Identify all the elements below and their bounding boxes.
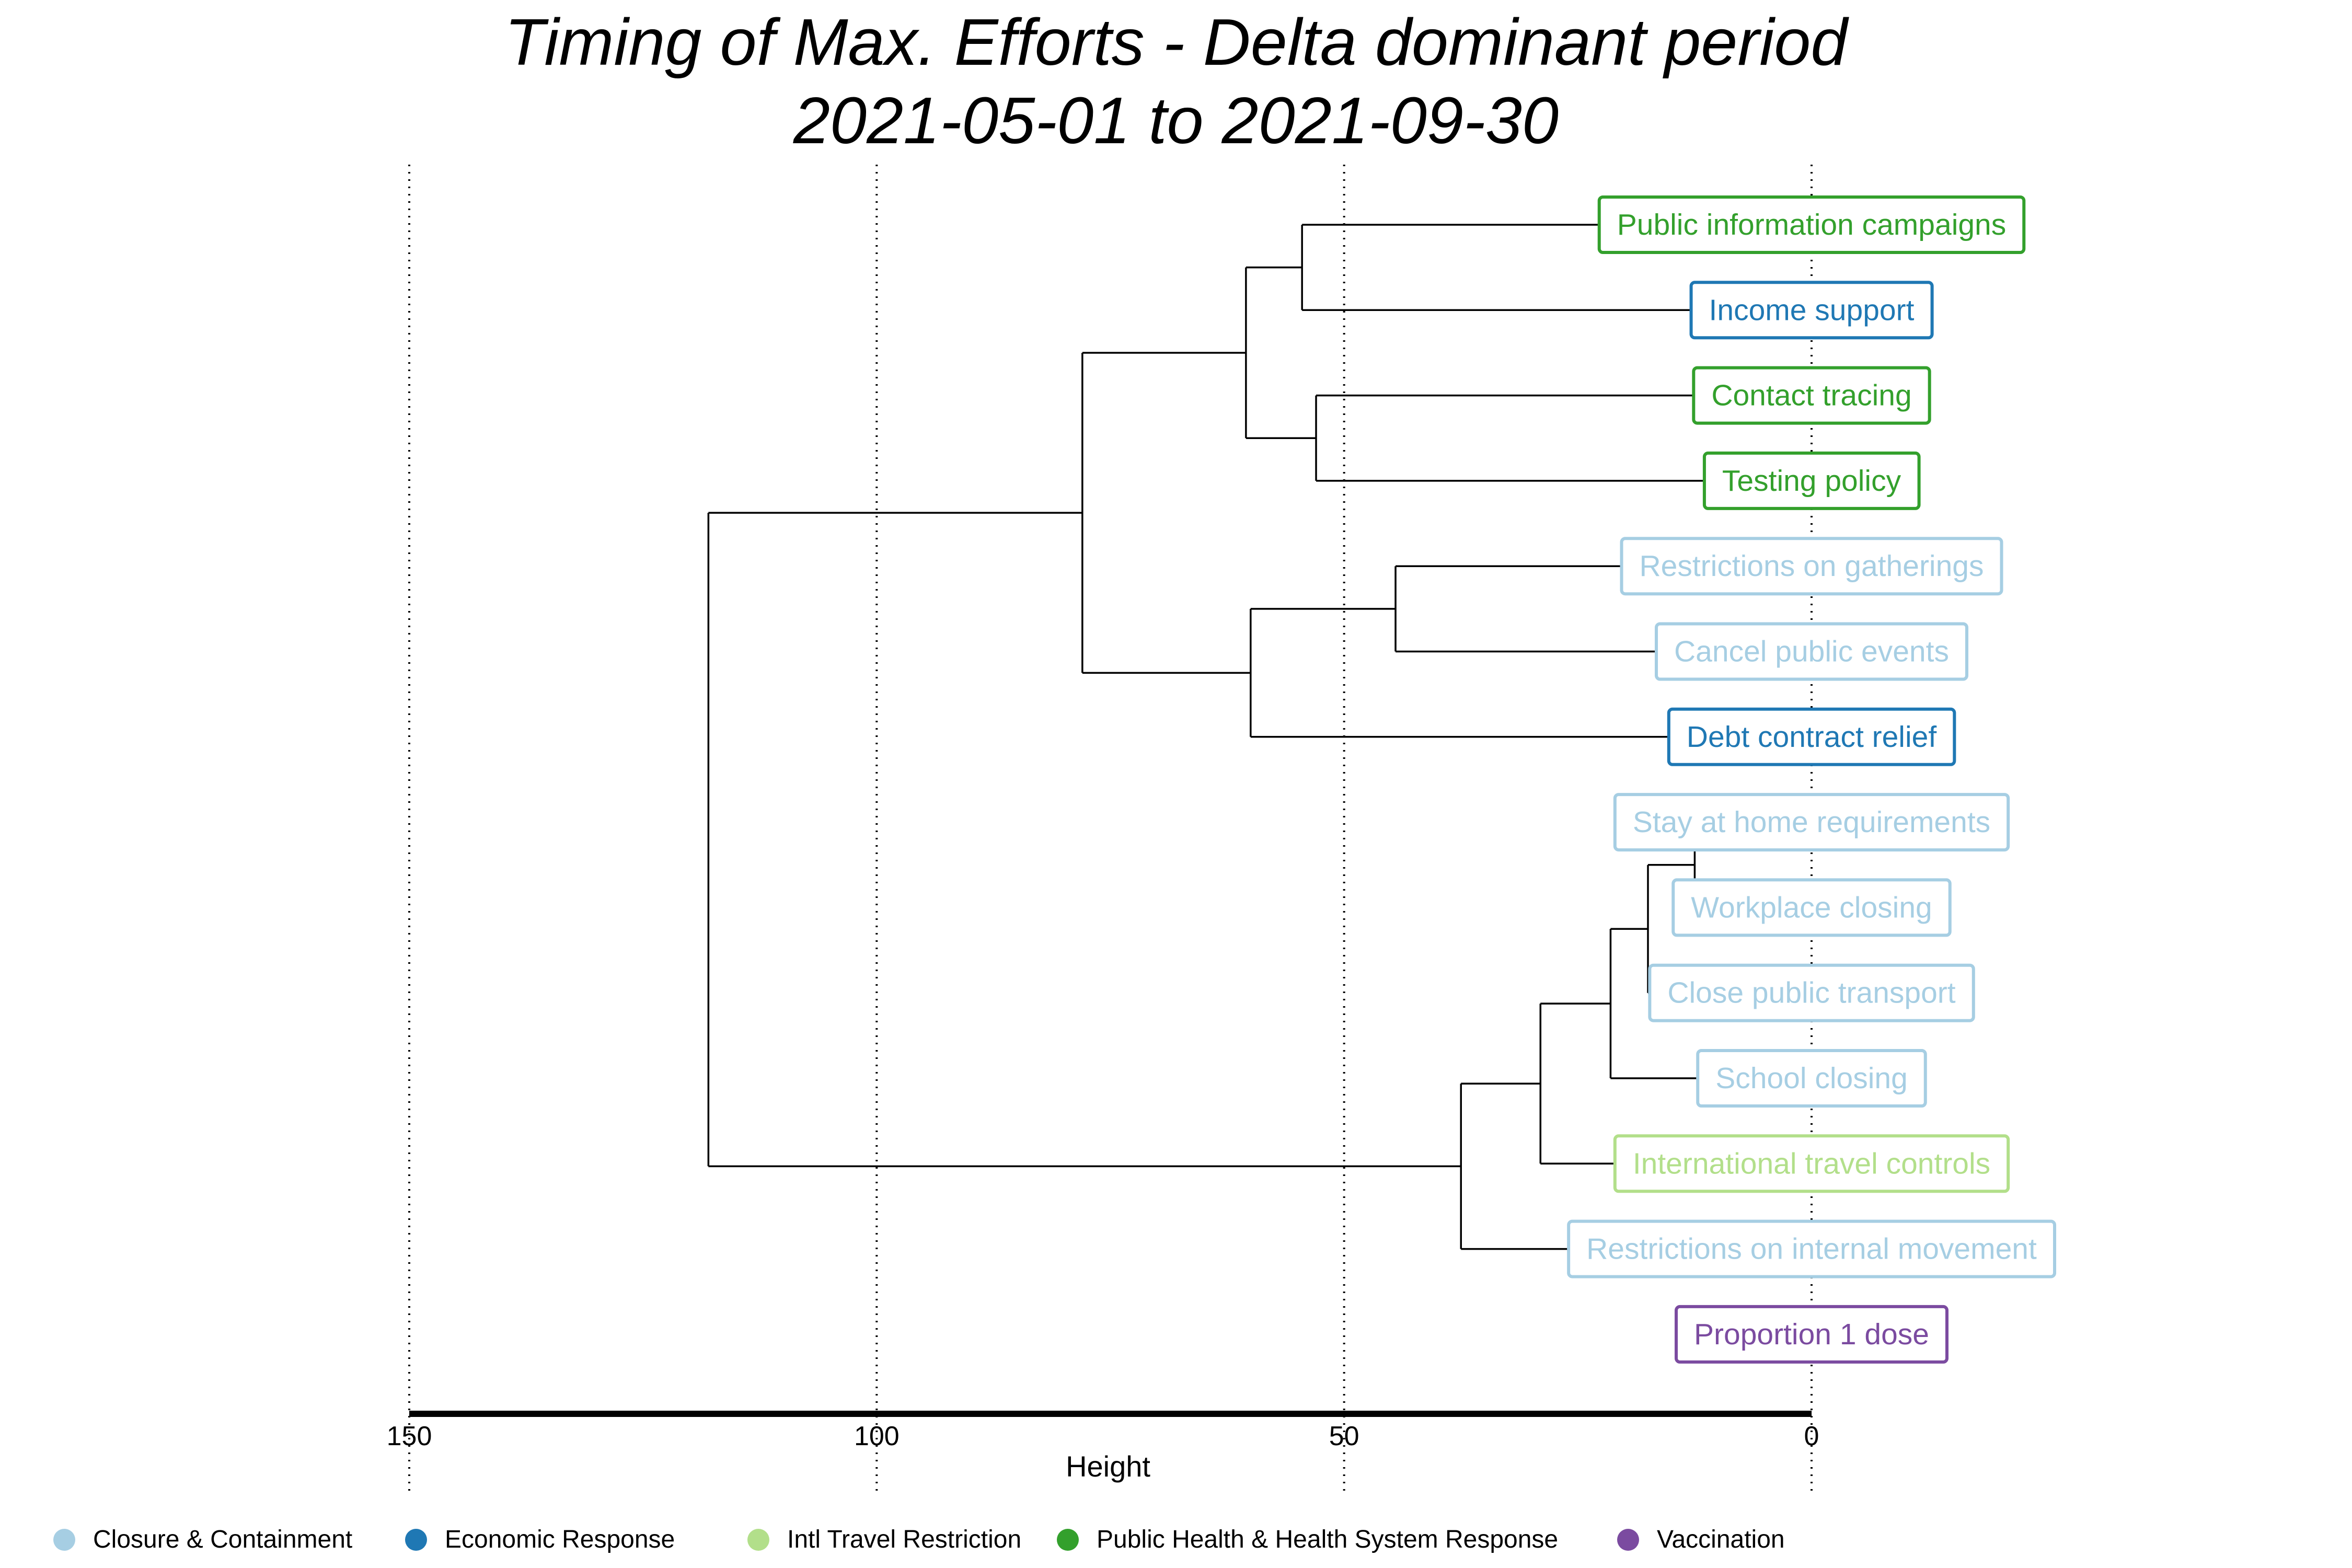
leaf-label-box <box>1667 707 1956 766</box>
leaf-label: Testing policy <box>1702 451 1921 510</box>
leaf-label-box <box>1613 1134 2010 1193</box>
leaf-label-text: Debt contract relief <box>1687 720 1937 754</box>
leaf-label-text: Public information campaigns <box>1617 208 2007 241</box>
chart-subtitle: 2021-05-01 to 2021-09-30 <box>793 84 1559 157</box>
leaf-label-text: Restrictions on internal movement <box>1586 1232 2037 1266</box>
leaf-label-text: Cancel public events <box>1674 635 1949 668</box>
legend-item: Public Health & Health System Response <box>1057 1525 1558 1554</box>
leaf-label-text: School closing <box>1715 1062 1908 1095</box>
x-tick-label: 100 <box>854 1421 900 1451</box>
legend-dot-icon <box>1617 1528 1639 1551</box>
legend-label: Closure & Containment <box>93 1526 353 1553</box>
leaf-label-text: Proportion 1 dose <box>1694 1318 1929 1351</box>
leaf-label: Workplace closing <box>1671 878 1952 937</box>
leaf-label-text: Workplace closing <box>1691 891 1932 924</box>
leaf-label-text: International travel controls <box>1633 1147 1990 1180</box>
legend-dot-icon <box>53 1528 75 1551</box>
leaf-label: Stay at home requirements <box>1613 793 2010 852</box>
legend-dot-icon <box>1057 1528 1079 1551</box>
legend-item: Intl Travel Restriction <box>747 1525 1021 1554</box>
leaf-label: International travel controls <box>1613 1134 2010 1193</box>
legend-label: Economic Response <box>445 1526 675 1553</box>
leaf-label: Cancel public events <box>1655 622 1968 681</box>
legend-item: Vaccination <box>1617 1525 1785 1554</box>
leaf-label: Contact tracing <box>1692 366 1931 425</box>
leaf-label-box <box>1597 195 2026 254</box>
leaf-label-box <box>1689 281 1934 340</box>
leaf-label: Close public transport <box>1648 963 1975 1022</box>
leaf-label-box <box>1671 878 1952 937</box>
leaf-label: Income support <box>1689 281 1934 340</box>
legend-dot-icon <box>405 1528 427 1551</box>
legend-label: Vaccination <box>1657 1526 1785 1553</box>
leaf-label-box <box>1620 537 2003 596</box>
leaf-label-text: Restrictions on gatherings <box>1639 549 1984 583</box>
leaf-label-box <box>1692 366 1931 425</box>
legend-label: Public Health & Health System Response <box>1097 1526 1559 1553</box>
legend-dot-icon <box>747 1528 769 1551</box>
leaf-label-box <box>1655 622 1968 681</box>
leaf-label: Proportion 1 dose <box>1675 1305 1949 1364</box>
leaf-label-box <box>1567 1219 2057 1278</box>
leaf-label: Restrictions on internal movement <box>1567 1219 2057 1278</box>
leaf-label: Restrictions on gatherings <box>1620 537 2003 596</box>
leaf-label-text: Contact tracing <box>1711 379 1911 412</box>
leaf-label-text: Income support <box>1709 293 1915 327</box>
leaf-label-text: Stay at home requirements <box>1633 805 1990 839</box>
leaf-label: Debt contract relief <box>1667 707 1956 766</box>
leaf-label: School closing <box>1696 1049 1927 1108</box>
legend-label: Intl Travel Restriction <box>787 1526 1022 1553</box>
x-tick-label: 50 <box>1329 1421 1359 1451</box>
leaf-label-text: Testing policy <box>1722 464 1901 498</box>
legend-item: Closure & Containment <box>53 1525 352 1554</box>
x-tick-label: 0 <box>1804 1421 1819 1451</box>
legend-item: Economic Response <box>405 1525 675 1554</box>
leaf-label-text: Close public transport <box>1667 976 1955 1010</box>
leaf-label: Public information campaigns <box>1597 195 2026 254</box>
leaf-label-box <box>1613 793 2010 852</box>
leaf-label-box <box>1702 451 1921 510</box>
x-tick-label: 150 <box>387 1421 432 1451</box>
leaf-label-box <box>1675 1305 1949 1364</box>
legend: Closure & Containment Economic Response In… <box>0 1525 2352 1562</box>
leaf-label-box <box>1696 1049 1927 1108</box>
chart-title: Timing of Max. Efforts - Delta dominant … <box>504 5 1848 79</box>
leaf-label-box <box>1648 963 1975 1022</box>
x-axis-title: Height <box>1066 1450 1150 1483</box>
